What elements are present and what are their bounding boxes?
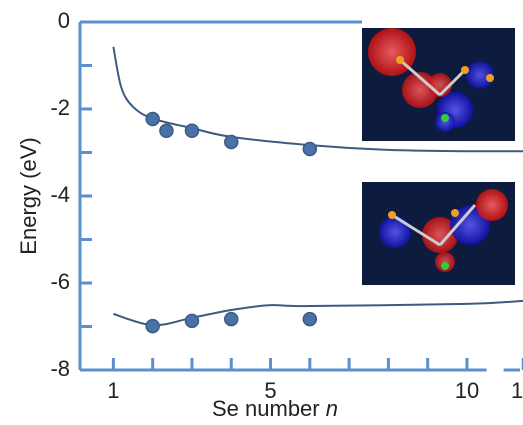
x-axis-label-var: n: [326, 396, 338, 421]
data-point: [185, 124, 198, 137]
x-tick-label: 15: [511, 378, 523, 403]
orbital-image-top: [362, 28, 515, 141]
x-tick-label: 10: [455, 378, 479, 403]
data-point: [146, 113, 159, 126]
data-point: [303, 313, 316, 326]
data-point: [225, 313, 238, 326]
data-point: [185, 314, 198, 327]
x-tick-label: 1: [107, 378, 119, 403]
x-tick-label: 5: [264, 378, 276, 403]
y-tick-label: -2: [50, 95, 70, 120]
y-tick-label: -6: [50, 269, 70, 294]
data-point: [303, 143, 316, 156]
orbital-image-bottom: [362, 182, 515, 285]
data-point: [146, 320, 159, 333]
y-tick-label: 0: [58, 8, 70, 33]
data-point: [160, 124, 173, 137]
y-tick-label: -8: [50, 356, 70, 381]
fit-line: [113, 301, 523, 325]
y-tick-label: -4: [50, 182, 70, 207]
y-axis-label: Energy (eV): [16, 137, 41, 254]
chart: Energy (eV) Se number n 0-2-4-6-8151015: [0, 0, 523, 425]
data-point: [225, 136, 238, 149]
